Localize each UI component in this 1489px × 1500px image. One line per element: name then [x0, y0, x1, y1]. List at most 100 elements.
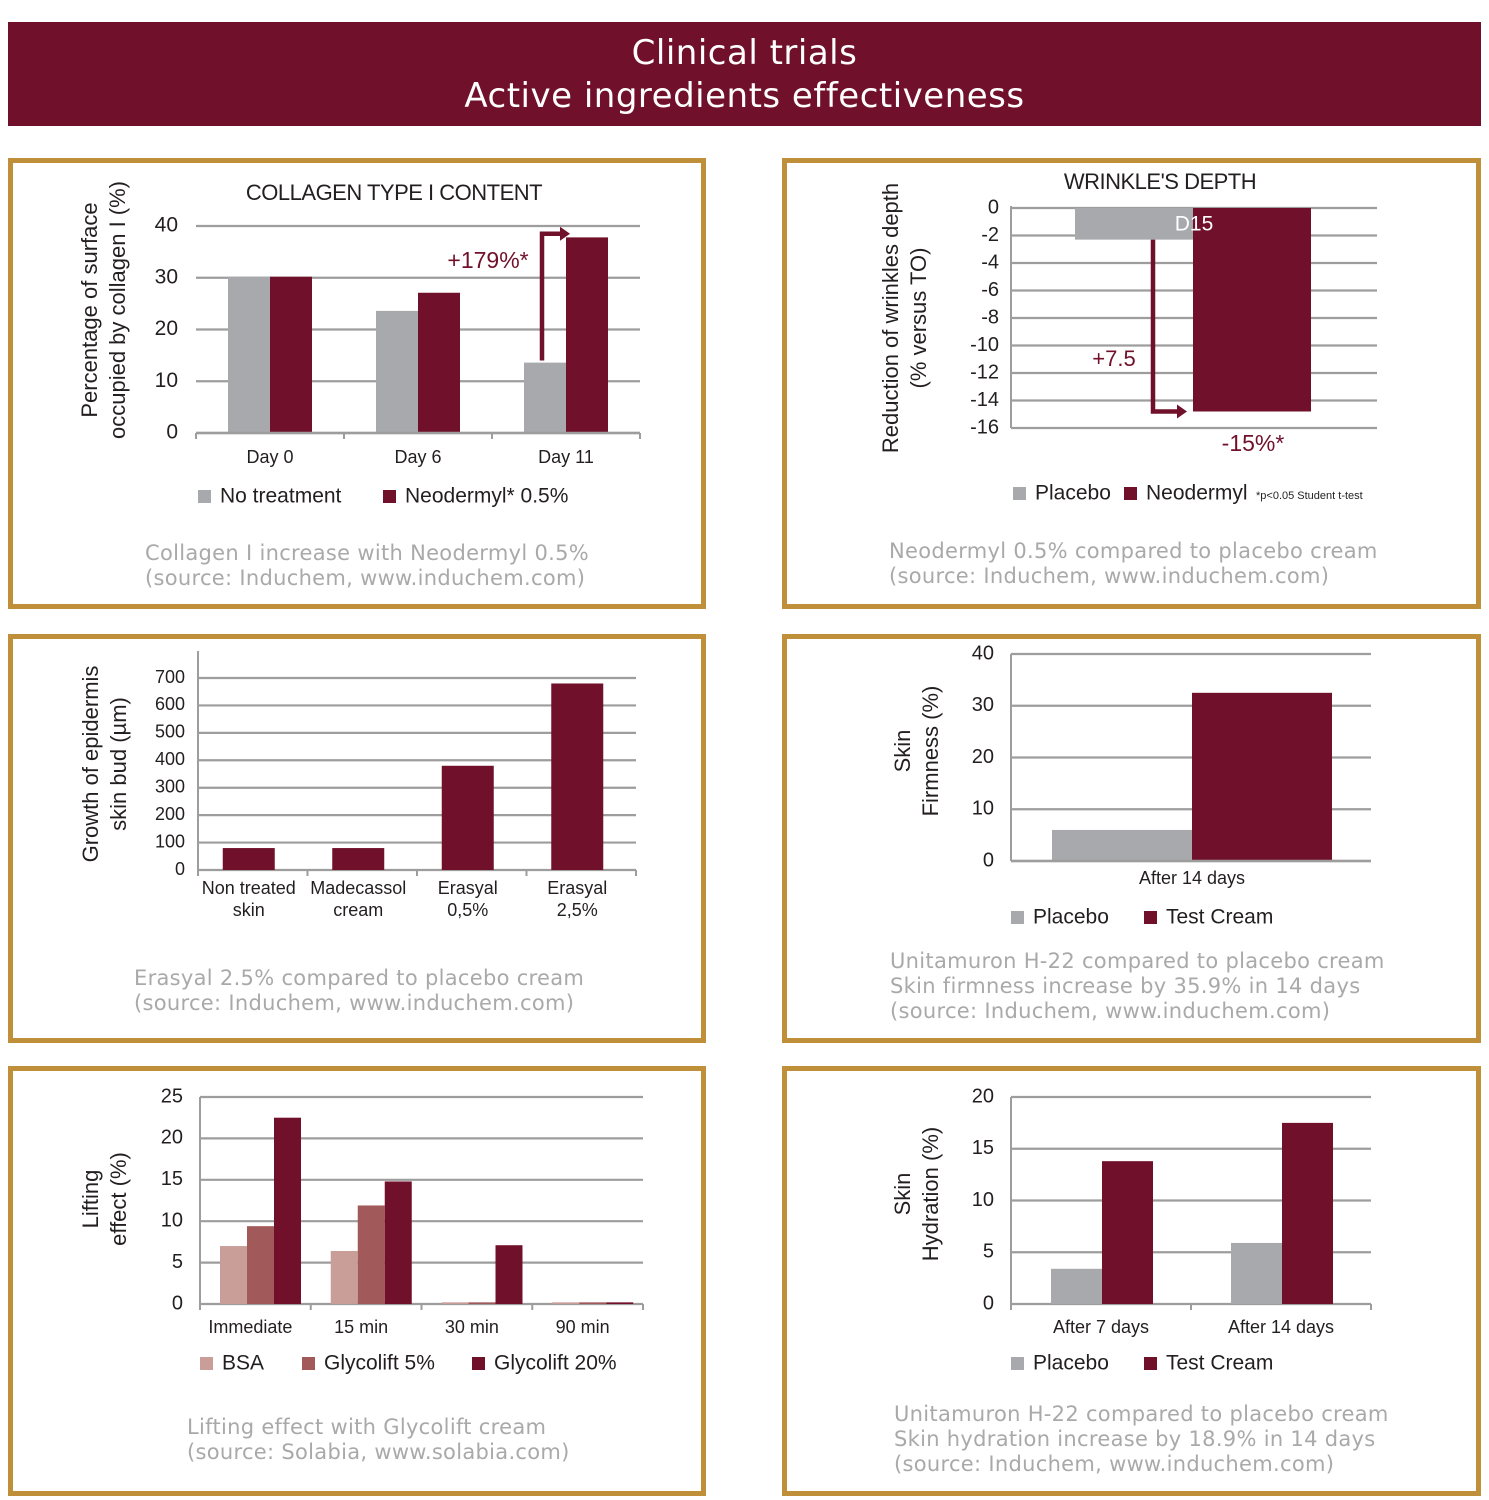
bar [1282, 1122, 1333, 1304]
y-tick-label: 500 [155, 722, 185, 742]
increase-arrow [539, 231, 562, 361]
bar [220, 1246, 247, 1304]
y-tick-label: 30 [155, 265, 178, 288]
y-tick-label: 200 [155, 804, 185, 824]
banner-title-line1: Clinical trials [631, 33, 858, 73]
y-tick-label: 0 [172, 1292, 183, 1314]
x-tick-label: 0,5% [447, 900, 488, 920]
y-axis-label: Hydration (%) [918, 1127, 943, 1261]
bar [1192, 692, 1332, 861]
y-tick-label: -14 [970, 389, 999, 411]
y-tick-label: 15 [972, 1137, 994, 1159]
bar [376, 310, 418, 433]
legend-swatch [1144, 911, 1157, 924]
y-tick-label: 15 [161, 1168, 183, 1190]
bar [524, 362, 566, 433]
caption-line: Collagen I increase with Neodermyl 0.5% [145, 541, 590, 565]
legend-swatch [1013, 487, 1026, 500]
banner-title-line2: Active ingredients effectiveness [464, 76, 1025, 116]
y-axis-label: Reduction of wrinkles depth [878, 183, 903, 453]
y-tick-label: 10 [972, 798, 994, 820]
caption-line: (source: Induchem, www.induchem.com) [890, 999, 1331, 1023]
bar [1075, 208, 1193, 240]
chart-title: COLLAGEN TYPE I CONTENT [246, 180, 542, 205]
category-label: D15 [1175, 213, 1214, 236]
bar [495, 1245, 523, 1304]
y-tick-label: 10 [155, 369, 178, 392]
x-tick-label: 15 min [334, 1317, 388, 1337]
y-tick-label: 25 [161, 1085, 183, 1107]
x-tick-label: Erasyal [438, 878, 498, 898]
bar [552, 1302, 580, 1304]
collagen-chart: COLLAGEN TYPE I CONTENT Percentage of sur… [77, 180, 641, 508]
caption-line: (source: Induchem, www.induchem.com) [134, 991, 575, 1015]
legend-swatch [1011, 1357, 1024, 1370]
bar [247, 1226, 274, 1304]
caption-line: Neodermyl 0.5% compared to placebo cream [889, 539, 1378, 563]
reduction-annotation: -15%* [1222, 430, 1285, 456]
y-axis-label: Skin [890, 730, 915, 773]
wrinkle-chart: WRINKLE'S DEPTH Reduction of wrinkles dep… [878, 169, 1377, 505]
y-tick-label: 20 [161, 1127, 183, 1149]
x-tick-label: Immediate [208, 1317, 292, 1337]
y-tick-label: 100 [155, 831, 185, 851]
y-tick-label: 300 [155, 776, 185, 796]
caption-line: (source: Induchem, www.induchem.com) [889, 564, 1330, 588]
y-tick-label: 20 [972, 746, 994, 768]
legend-label: Placebo [1033, 1352, 1109, 1375]
legend-label: Glycolift 20% [494, 1352, 617, 1375]
bar [441, 1302, 469, 1304]
bar [270, 276, 312, 433]
firmness-chart: Skin Firmness (%) 0 10 20 30 40 After 14 days Pl… [890, 642, 1371, 929]
y-tick-label: 700 [155, 667, 185, 687]
x-tick-label: cream [333, 900, 383, 920]
bar [357, 1205, 385, 1304]
y-axis-label: (% versus TO) [906, 248, 931, 389]
bar [418, 292, 460, 433]
y-axis-label: Skin [890, 1173, 915, 1216]
bar [468, 1302, 496, 1304]
x-tick-label: Madecassol [310, 878, 406, 898]
y-tick-label: 0 [166, 421, 178, 444]
bar [1102, 1161, 1153, 1304]
caption-line: Unitamuron H-22 compared to placebo crea… [894, 1402, 1389, 1426]
legend-swatch [472, 1357, 485, 1370]
legend-label: Neodermyl [1146, 482, 1248, 505]
legend-label: Neodermyl* 0.5% [405, 485, 568, 508]
y-tick-label: 10 [972, 1189, 994, 1211]
y-axis-label: Growth of epidermis [78, 666, 103, 863]
arrowhead [560, 226, 570, 241]
legend-label: Test Cream [1166, 906, 1273, 929]
legend-swatch [1144, 1357, 1157, 1370]
collagen-caption: Collagen I increase with Neodermyl 0.5% … [145, 541, 589, 591]
y-tick-label: 0 [175, 859, 185, 879]
caption-line: (source: Induchem, www.induchem.com) [145, 566, 586, 590]
y-tick-label: 40 [972, 642, 994, 664]
y-tick-label: -4 [981, 251, 999, 273]
x-tick-label: Day 6 [394, 447, 441, 467]
x-tick-label: Day 11 [538, 447, 594, 467]
bar [566, 237, 608, 433]
bar [1193, 208, 1311, 412]
erasyal-chart-panel: Growth of epidermis skin bud (µm) 0 100 200 3… [8, 634, 706, 1043]
firmness-caption: Unitamuron H-22 compared to placebo crea… [890, 949, 1385, 1024]
caption-line: Erasyal 2.5% compared to placebo cream [134, 966, 585, 990]
hydration-caption: Unitamuron H-22 compared to placebo crea… [894, 1402, 1389, 1477]
bar [222, 848, 275, 870]
legend-swatch [1124, 487, 1137, 500]
legend-swatch [302, 1357, 315, 1370]
bar [606, 1302, 634, 1304]
x-tick-label: After 14 days [1228, 1317, 1334, 1337]
bar [1051, 1268, 1102, 1304]
y-axis-label: effect (%) [106, 1152, 131, 1246]
y-tick-label: 5 [983, 1241, 994, 1263]
x-tick-label: 90 min [556, 1317, 610, 1337]
caption-line: Lifting effect with Glycolift cream [187, 1415, 547, 1439]
y-axis-label: Firmness (%) [918, 686, 943, 817]
x-tick-label: skin [233, 900, 265, 920]
y-tick-label: 40 [155, 214, 178, 237]
y-tick-label: -2 [981, 224, 999, 246]
y-tick-label: -16 [970, 416, 999, 438]
lifting-chart: Lifting effect (%) 0 5 10 15 20 25 Immediate 15 m… [78, 1085, 644, 1375]
legend-swatch [200, 1357, 213, 1370]
